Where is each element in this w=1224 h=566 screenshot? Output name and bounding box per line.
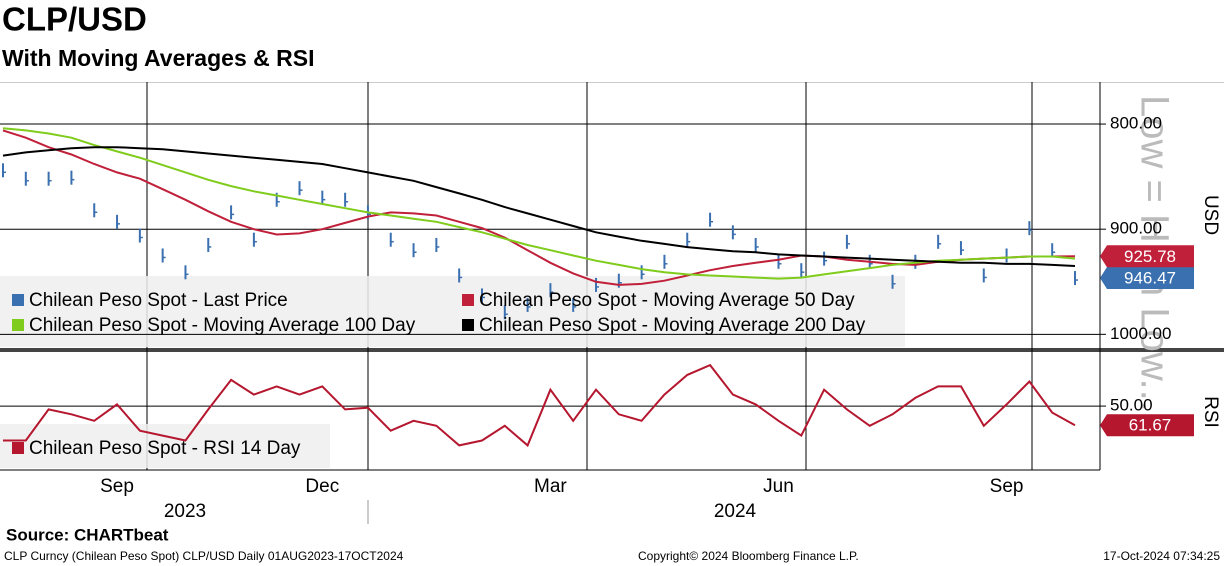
x-tick-label: Dec [305, 476, 339, 497]
end-label-box [1100, 245, 1194, 268]
y-axis-label: USD [1200, 195, 1221, 235]
year-label: 2023 [164, 501, 206, 522]
y-tick-label: 1000.00 [1110, 324, 1171, 343]
ticker-info: CLP Curncy (Chilean Peso Spot) CLP/USD D… [4, 549, 404, 563]
ma-line [2, 146, 1076, 267]
y-tick-label: 900.00 [1110, 219, 1162, 238]
legend-swatch [12, 319, 24, 331]
end-label: 61.67 [1129, 416, 1172, 435]
legend-swatch [12, 442, 24, 454]
panel-separator [0, 348, 1224, 352]
chart-subtitle: With Moving Averages & RSI [2, 45, 314, 71]
ma-line [2, 127, 1076, 280]
legend-box [0, 276, 905, 347]
end-label: 925.78 [1124, 247, 1176, 266]
source: Source: CHARTbeat [6, 525, 169, 544]
end-label-box [1100, 267, 1194, 290]
y-tick-label: 50.00 [1110, 396, 1153, 415]
year-label: 2024 [714, 501, 757, 522]
timestamp: 17-Oct-2024 07:34:25 [1103, 549, 1220, 563]
legend-label: Chilean Peso Spot - Moving Average 50 Da… [479, 290, 855, 311]
legend-swatch [12, 294, 24, 306]
end-label-box [1100, 414, 1194, 437]
x-tick-label: Mar [534, 476, 567, 497]
y2-axis-label: RSI [1200, 396, 1221, 428]
chart-title: CLP/USD [2, 1, 147, 38]
legend-label: Chilean Peso Spot - Last Price [29, 290, 288, 311]
legend-label: Chilean Peso Spot - Moving Average 200 D… [479, 315, 866, 336]
x-tick-label: Jun [763, 476, 794, 497]
legend-label: Chilean Peso Spot - RSI 14 Day [29, 438, 301, 459]
legend-label: Chilean Peso Spot - Moving Average 100 D… [29, 315, 416, 336]
end-label: 946.47 [1124, 269, 1176, 288]
x-tick-label: Sep [100, 476, 134, 497]
ma-line [2, 129, 1076, 286]
copyright: Copyright© 2024 Bloomberg Finance L.P. [638, 549, 859, 563]
legend-swatch [462, 319, 474, 331]
x-tick-label: Sep [990, 476, 1024, 497]
legend-swatch [462, 294, 474, 306]
panel-border [0, 82, 1224, 83]
y-tick-label: 800.00 [1110, 114, 1162, 133]
rsi-line [3, 363, 1076, 448]
legend-box [0, 424, 330, 468]
